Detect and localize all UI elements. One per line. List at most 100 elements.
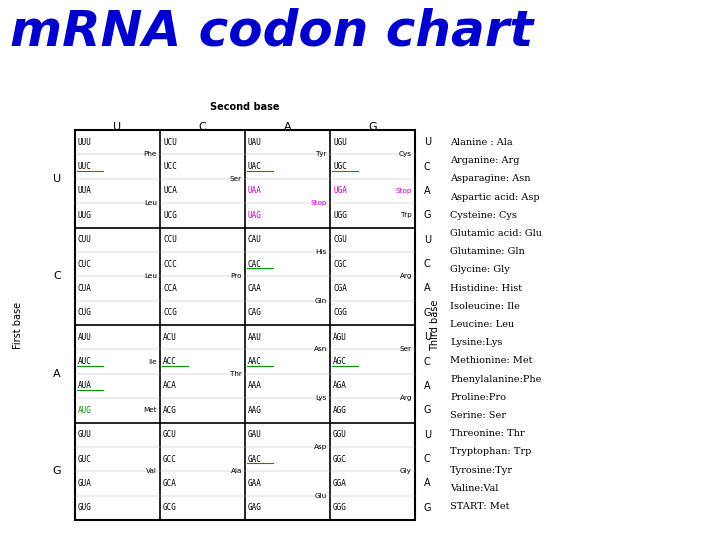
Text: GGC: GGC bbox=[333, 455, 347, 463]
Text: GAU: GAU bbox=[248, 430, 262, 439]
Text: Glutamic acid: Glu: Glutamic acid: Glu bbox=[450, 229, 542, 238]
Text: UAA: UAA bbox=[248, 186, 262, 195]
Text: GUU: GUU bbox=[78, 430, 92, 439]
Text: Thr: Thr bbox=[230, 371, 242, 377]
Text: UGU: UGU bbox=[333, 138, 347, 147]
Text: CGG: CGG bbox=[333, 308, 347, 318]
Text: CCU: CCU bbox=[163, 235, 177, 244]
Text: G: G bbox=[424, 308, 431, 318]
Text: Val: Val bbox=[146, 468, 157, 474]
Text: CCG: CCG bbox=[163, 308, 177, 318]
Text: Asp: Asp bbox=[314, 444, 327, 450]
Text: His: His bbox=[316, 249, 327, 255]
Text: Third base: Third base bbox=[430, 299, 440, 350]
Text: AAU: AAU bbox=[248, 333, 262, 342]
Text: Second base: Second base bbox=[210, 102, 280, 112]
Text: AAC: AAC bbox=[248, 357, 262, 366]
Text: Threonine: Thr: Threonine: Thr bbox=[450, 429, 525, 438]
Text: GCU: GCU bbox=[163, 430, 177, 439]
Text: C: C bbox=[424, 161, 431, 172]
Text: Stop: Stop bbox=[310, 200, 327, 206]
Text: G: G bbox=[53, 466, 61, 476]
Text: C: C bbox=[424, 259, 431, 269]
Text: CAC: CAC bbox=[248, 260, 262, 268]
Text: U: U bbox=[424, 332, 431, 342]
Text: Glutamine: Gln: Glutamine: Gln bbox=[450, 247, 525, 256]
Text: U: U bbox=[424, 235, 431, 245]
Text: UUC: UUC bbox=[78, 162, 92, 171]
Text: Stop: Stop bbox=[395, 188, 412, 194]
Text: U: U bbox=[53, 174, 61, 184]
Text: UAG: UAG bbox=[248, 211, 262, 220]
Text: AGC: AGC bbox=[333, 357, 347, 366]
Text: UUG: UUG bbox=[78, 211, 92, 220]
Text: CCA: CCA bbox=[163, 284, 177, 293]
Text: Lys: Lys bbox=[315, 395, 327, 401]
Text: Tyr: Tyr bbox=[317, 151, 327, 157]
Text: Cys: Cys bbox=[399, 151, 412, 157]
Text: Methionine: Met: Methionine: Met bbox=[450, 356, 533, 366]
Text: CGU: CGU bbox=[333, 235, 347, 244]
Text: UGA: UGA bbox=[333, 186, 347, 195]
Text: UCA: UCA bbox=[163, 186, 177, 195]
Text: GAC: GAC bbox=[248, 455, 262, 463]
Text: GCG: GCG bbox=[163, 503, 177, 512]
Text: First base: First base bbox=[13, 301, 23, 348]
Text: Tryptophan: Trp: Tryptophan: Trp bbox=[450, 448, 531, 456]
Text: GGA: GGA bbox=[333, 479, 347, 488]
Text: Cysteine: Cys: Cysteine: Cys bbox=[450, 211, 517, 220]
Text: AUA: AUA bbox=[78, 381, 92, 390]
Text: Lysine:Lys: Lysine:Lys bbox=[450, 338, 503, 347]
Text: AUC: AUC bbox=[78, 357, 92, 366]
Text: Leu: Leu bbox=[144, 200, 157, 206]
Text: AGA: AGA bbox=[333, 381, 347, 390]
Text: AGG: AGG bbox=[333, 406, 347, 415]
Text: CAG: CAG bbox=[248, 308, 262, 318]
Text: Asn: Asn bbox=[314, 346, 327, 353]
Text: G: G bbox=[424, 503, 431, 513]
Text: C: C bbox=[53, 271, 61, 281]
Text: U: U bbox=[424, 430, 431, 440]
Text: Alanine : Ala: Alanine : Ala bbox=[450, 138, 513, 147]
Text: UAC: UAC bbox=[248, 162, 262, 171]
Text: CUU: CUU bbox=[78, 235, 92, 244]
Text: CUA: CUA bbox=[78, 284, 92, 293]
Text: C: C bbox=[199, 122, 207, 132]
Text: ACG: ACG bbox=[163, 406, 177, 415]
Text: ACA: ACA bbox=[163, 381, 177, 390]
Text: U: U bbox=[114, 122, 122, 132]
Text: G: G bbox=[424, 406, 431, 415]
Text: A: A bbox=[424, 381, 431, 391]
Text: ACU: ACU bbox=[163, 333, 177, 342]
Text: Arg: Arg bbox=[400, 395, 412, 401]
Text: Ile: Ile bbox=[148, 359, 157, 364]
Bar bbox=[75, 130, 415, 520]
Text: Phenylalanine:Phe: Phenylalanine:Phe bbox=[450, 375, 541, 383]
Text: A: A bbox=[424, 478, 431, 489]
Text: Gln: Gln bbox=[315, 298, 327, 303]
Text: CUG: CUG bbox=[78, 308, 92, 318]
Text: AUG: AUG bbox=[78, 406, 92, 415]
Text: Pro: Pro bbox=[230, 273, 242, 279]
Text: ACC: ACC bbox=[163, 357, 177, 366]
Text: UAU: UAU bbox=[248, 138, 262, 147]
Text: AAG: AAG bbox=[248, 406, 262, 415]
Text: G: G bbox=[424, 210, 431, 220]
Text: GGU: GGU bbox=[333, 430, 347, 439]
Text: A: A bbox=[424, 284, 431, 293]
Text: Arg: Arg bbox=[400, 273, 412, 279]
Text: Leucine: Leu: Leucine: Leu bbox=[450, 320, 514, 329]
Text: Met: Met bbox=[143, 407, 157, 413]
Text: UGG: UGG bbox=[333, 211, 347, 220]
Text: Proline:Pro: Proline:Pro bbox=[450, 393, 506, 402]
Text: Histidine: Hist: Histidine: Hist bbox=[450, 284, 522, 293]
Text: Serine: Ser: Serine: Ser bbox=[450, 411, 506, 420]
Text: Glycine: Gly: Glycine: Gly bbox=[450, 265, 510, 274]
Text: CGA: CGA bbox=[333, 284, 347, 293]
Text: A: A bbox=[53, 369, 60, 379]
Text: START: Met: START: Met bbox=[450, 502, 510, 511]
Text: CCC: CCC bbox=[163, 260, 177, 268]
Text: C: C bbox=[424, 356, 431, 367]
Text: UUA: UUA bbox=[78, 186, 92, 195]
Text: GCA: GCA bbox=[163, 479, 177, 488]
